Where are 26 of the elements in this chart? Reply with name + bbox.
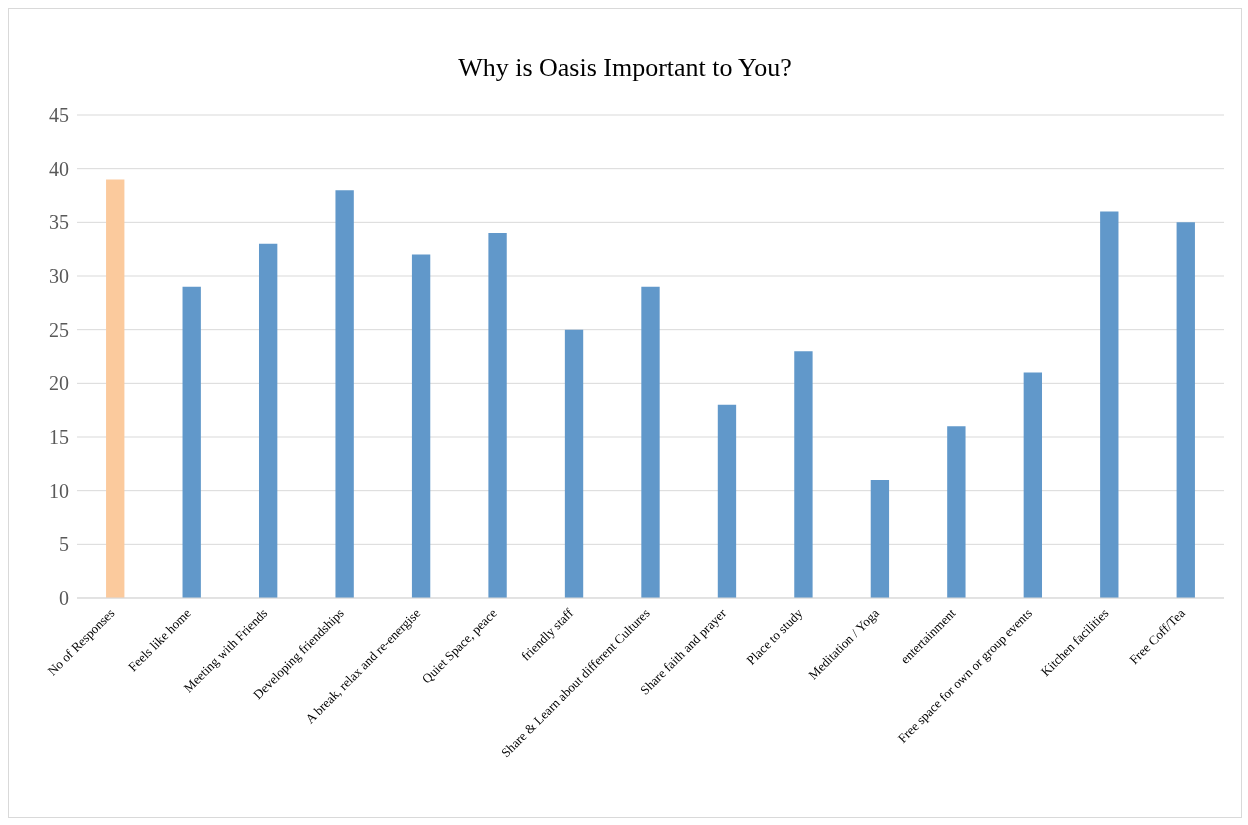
bar: [258, 243, 278, 598]
y-tick-label: 25: [49, 318, 69, 341]
bar: [1176, 222, 1195, 598]
y-tick-label: 45: [49, 104, 69, 127]
bar: [488, 233, 507, 598]
bar: [182, 286, 201, 598]
bar: [411, 254, 431, 598]
bar: [106, 179, 125, 598]
bar: [870, 479, 890, 598]
chart-title: Why is Oasis Important to You?: [457, 53, 793, 84]
bar: [564, 329, 584, 598]
bar: [1100, 211, 1119, 598]
y-tick-label: 5: [59, 533, 69, 556]
bar: [641, 286, 660, 598]
y-tick-label: 0: [59, 587, 69, 610]
bar: [794, 351, 813, 598]
y-tick-label: 15: [49, 426, 69, 449]
bar: [947, 426, 966, 598]
bar: [1023, 372, 1043, 598]
y-tick-label: 10: [49, 479, 69, 502]
y-tick-label: 40: [49, 157, 69, 180]
y-tick-label: 20: [49, 372, 69, 395]
y-tick-label: 35: [49, 211, 69, 234]
bar: [717, 404, 737, 598]
bar: [335, 190, 354, 598]
y-tick-label: 30: [49, 265, 69, 288]
